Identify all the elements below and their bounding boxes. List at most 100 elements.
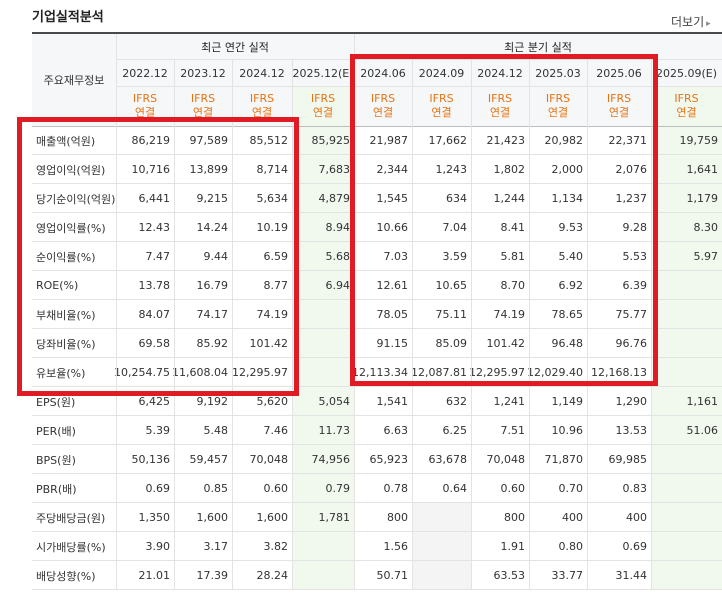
data-cell: 1,600 (256, 511, 289, 524)
data-cell: 1,241 (493, 395, 526, 408)
data-cell: 0.60 (263, 482, 289, 495)
data-cell (651, 503, 722, 532)
data-cell: 28.24 (256, 569, 289, 582)
data-cell: 85.92 (196, 337, 229, 350)
data-cell: 9,215 (196, 192, 229, 205)
data-cell: 17.39 (196, 569, 229, 582)
data-cell: 1,134 (551, 192, 584, 205)
ifrs-label: IFRS 연결 (651, 88, 722, 124)
period-header: 2024.12 (477, 66, 523, 80)
row-divider (32, 299, 722, 300)
data-cell: 800 (504, 511, 525, 524)
data-cell: 7.51 (500, 424, 526, 437)
row-divider (32, 357, 722, 358)
data-cell: 9.53 (558, 221, 584, 234)
empty-cell-bg (412, 532, 471, 561)
empty-cell-bg (412, 561, 471, 590)
data-cell: 5,620 (256, 395, 289, 408)
data-cell: 6.25 (442, 424, 468, 437)
data-cell: 0.78 (383, 482, 409, 495)
data-cell: 1.91 (500, 540, 526, 553)
period-header: 2025.03 (535, 66, 581, 80)
column-divider (471, 60, 472, 590)
data-cell: 10.19 (256, 221, 289, 234)
row-label: 매출액(억원) (36, 134, 96, 148)
header-divider (116, 59, 722, 60)
data-cell: 5.68 (325, 250, 351, 263)
data-cell: 1,179 (686, 192, 719, 205)
data-cell: 85.09 (435, 337, 468, 350)
row-label: EPS(원) (36, 395, 76, 409)
data-cell: 78.65 (551, 308, 584, 321)
data-cell (651, 271, 722, 300)
data-cell: 0.64 (442, 482, 468, 495)
data-cell: 7.03 (383, 250, 409, 263)
more-label: 더보기 (671, 15, 705, 29)
data-cell: 10.96 (551, 424, 584, 437)
column-divider (587, 60, 588, 590)
row-label: 당기순이익(억원) (36, 192, 116, 206)
row-divider (32, 241, 722, 242)
data-cell: 8.70 (500, 279, 526, 292)
data-cell: 96.48 (551, 337, 584, 350)
data-cell: 17,662 (428, 134, 468, 147)
row-divider (32, 328, 722, 329)
row-divider (32, 154, 722, 155)
ifrs-standard-text: IFRS (674, 92, 699, 105)
ifrs-label: IFRS 연결 (471, 88, 529, 124)
table-top-border (32, 32, 722, 34)
data-cell: 12,295.97 (232, 366, 288, 379)
data-cell: 16.79 (196, 279, 229, 292)
period-header: 2022.12 (122, 66, 168, 80)
data-cell: 10.66 (376, 221, 409, 234)
annual-group-header: 최근 연간 실적 (201, 41, 269, 54)
data-cell (412, 532, 471, 561)
more-link[interactable]: 더보기 ▸ (671, 13, 711, 30)
data-cell: 6.92 (558, 279, 584, 292)
data-cell: 1,600 (196, 511, 229, 524)
data-cell: 2,344 (376, 163, 409, 176)
data-cell: 0.79 (325, 482, 351, 495)
data-cell (651, 329, 722, 358)
data-cell (292, 329, 354, 358)
row-label: 영업이익률(%) (36, 221, 106, 235)
data-cell: 634 (446, 192, 467, 205)
data-cell: 1,350 (138, 511, 171, 524)
data-cell: 1.56 (383, 540, 409, 553)
data-cell: 1,237 (615, 192, 648, 205)
data-cell: 1,541 (376, 395, 409, 408)
estimate-column-bg (651, 86, 722, 590)
data-cell (651, 358, 722, 387)
data-cell: 1,802 (493, 163, 526, 176)
data-cell: 3.82 (263, 540, 289, 553)
data-cell: 9.28 (622, 221, 648, 234)
data-cell: 71,870 (544, 453, 584, 466)
data-cell: 1,244 (493, 192, 526, 205)
data-cell: 8.30 (693, 221, 719, 234)
data-cell: 1,290 (615, 395, 648, 408)
row-divider (32, 589, 722, 590)
column-divider (529, 60, 530, 590)
data-cell: 1,641 (686, 163, 719, 176)
ifrs-label: IFRS 연결 (232, 88, 292, 124)
data-cell: 0.83 (622, 482, 648, 495)
data-cell: 1,545 (376, 192, 409, 205)
row-label: 순이익률(%) (36, 250, 96, 264)
data-cell (651, 561, 722, 590)
data-cell (292, 532, 354, 561)
ifrs-standard-text: IFRS (487, 92, 513, 105)
ifrs-standard-text: IFRS (132, 92, 158, 105)
row-divider (32, 212, 722, 213)
ifrs-standard-text: IFRS (310, 92, 336, 105)
period-header: 2023.12 (180, 66, 226, 80)
data-cell: 0.85 (203, 482, 229, 495)
data-cell: 9.44 (203, 250, 229, 263)
data-cell: 12,029.40 (527, 366, 583, 379)
data-cell: 7,683 (318, 163, 351, 176)
data-cell: 5,634 (256, 192, 289, 205)
data-cell: 12,087.81 (411, 366, 467, 379)
data-cell: 12,295.97 (469, 366, 525, 379)
data-cell: 8.94 (325, 221, 351, 234)
data-cell: 1,243 (435, 163, 468, 176)
period-header: 2025.09(E) (655, 66, 718, 80)
